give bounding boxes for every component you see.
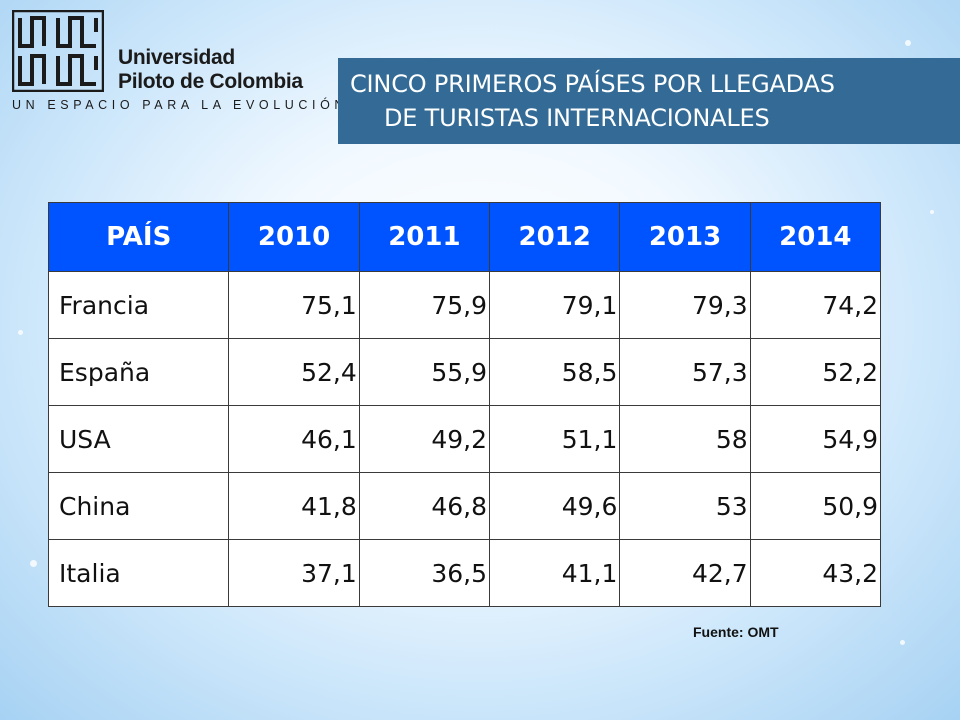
header-year: 2010 (228, 202, 360, 272)
value-cell: 41,8 (228, 472, 360, 540)
header-year: 2011 (358, 202, 491, 272)
slide-title-banner: CINCO PRIMEROS PAÍSES POR LLEGADAS DE TU… (338, 58, 960, 144)
value-cell: 58,5 (489, 338, 621, 406)
value-cell: 75,1 (228, 271, 360, 339)
tourist-arrivals-table: PAÍS 2010 2011 2012 2013 2014 Francia 75… (47, 202, 882, 607)
value-cell: 79,1 (489, 271, 621, 339)
logo-tagline: UN ESPACIO PARA LA EVOLUCIÓN (12, 98, 349, 112)
country-cell: China (47, 472, 230, 540)
university-logo-mark-icon (12, 10, 104, 92)
value-cell: 43,2 (749, 539, 882, 607)
header-country: PAÍS (47, 202, 230, 272)
value-cell: 46,8 (358, 472, 491, 540)
table-row: Italia 37,1 36,5 41,1 42,7 43,2 (47, 539, 882, 607)
logo-university-name: Universidad (118, 46, 235, 69)
value-cell: 52,2 (749, 338, 882, 406)
value-cell: 37,1 (228, 539, 360, 607)
value-cell: 49,2 (358, 405, 491, 473)
table-row: USA 46,1 49,2 51,1 58 54,9 (47, 405, 882, 473)
value-cell: 51,1 (489, 405, 621, 473)
header-year: 2012 (489, 202, 621, 272)
table-row: España 52,4 55,9 58,5 57,3 52,2 (47, 338, 882, 406)
value-cell: 42,7 (619, 539, 751, 607)
country-cell: Italia (47, 539, 230, 607)
header-year: 2013 (619, 202, 751, 272)
header-year: 2014 (749, 202, 882, 272)
value-cell: 79,3 (619, 271, 751, 339)
country-cell: Francia (47, 271, 230, 339)
value-cell: 55,9 (358, 338, 491, 406)
country-cell: España (47, 338, 230, 406)
value-cell: 75,9 (358, 271, 491, 339)
slide-title-line-1: CINCO PRIMEROS PAÍSES POR LLEGADAS (350, 70, 835, 98)
value-cell: 49,6 (489, 472, 621, 540)
table-row: China 41,8 46,8 49,6 53 50,9 (47, 472, 882, 540)
table-row: Francia 75,1 75,9 79,1 79,3 74,2 (47, 271, 882, 339)
slide-title-line-2: DE TURISTAS INTERNACIONALES (384, 104, 770, 132)
value-cell: 46,1 (228, 405, 360, 473)
value-cell: 53 (619, 472, 751, 540)
university-logo: Universidad Piloto de Colombia UN ESPACI… (12, 10, 343, 112)
country-cell: USA (47, 405, 230, 473)
logo-university-name-2: Piloto de Colombia (118, 70, 303, 93)
table-header-row: PAÍS 2010 2011 2012 2013 2014 (47, 202, 882, 272)
value-cell: 52,4 (228, 338, 360, 406)
value-cell: 58 (619, 405, 751, 473)
value-cell: 54,9 (749, 405, 882, 473)
source-note: Fuente: OMT (693, 624, 779, 640)
value-cell: 57,3 (619, 338, 751, 406)
value-cell: 50,9 (749, 472, 882, 540)
value-cell: 36,5 (358, 539, 491, 607)
value-cell: 74,2 (749, 271, 882, 339)
value-cell: 41,1 (489, 539, 621, 607)
